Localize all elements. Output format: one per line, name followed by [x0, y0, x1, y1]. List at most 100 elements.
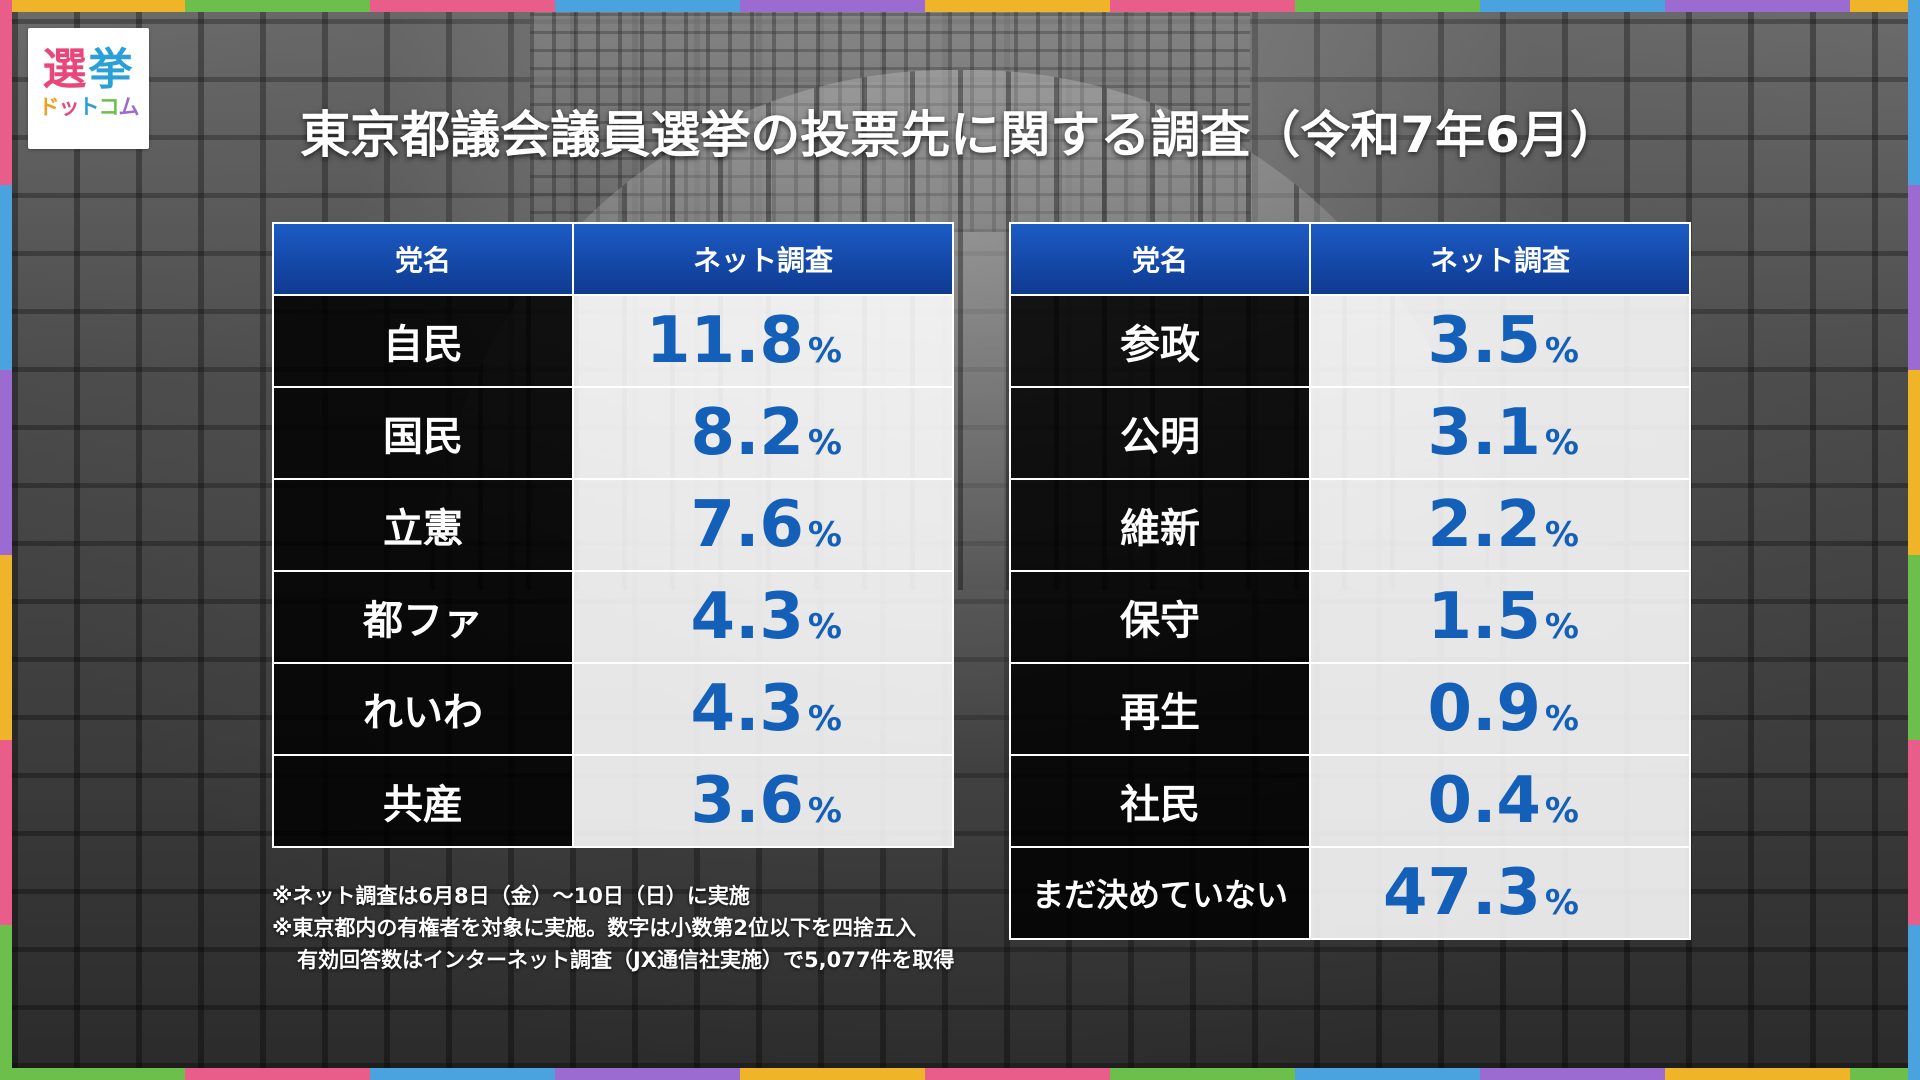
senkyo-dotcom-logo[interactable]: 選挙 ドットコム	[28, 28, 149, 149]
percent-sign: %	[1544, 515, 1579, 555]
survey-value: 2.2	[1427, 488, 1541, 562]
logo-subtext: ドットコム	[38, 95, 140, 119]
frame-segment	[0, 740, 12, 925]
survey-value: 3.5	[1427, 304, 1541, 378]
survey-value-cell: 7.6%	[572, 478, 954, 572]
table-row: 社民 0.4%	[1009, 754, 1691, 848]
survey-value: 4.3	[690, 672, 804, 746]
frame-segment	[1908, 555, 1920, 740]
frame-segment	[1850, 1068, 1920, 1080]
frame-segment	[925, 1068, 1110, 1080]
survey-value-cell: 4.3%	[572, 570, 954, 664]
survey-value-cell: 3.5%	[1309, 294, 1691, 388]
background-tower	[530, 12, 1250, 232]
table-header-row: 党名 ネット調査	[272, 222, 954, 296]
header-party: 党名	[272, 222, 574, 296]
frame-segment	[1908, 740, 1920, 925]
percent-sign: %	[807, 423, 842, 463]
frame-segment	[1908, 185, 1920, 370]
table-row: 都ファ 4.3%	[272, 570, 954, 664]
frame-segment	[1665, 1068, 1850, 1080]
survey-value: 3.1	[1427, 396, 1541, 470]
frame-segment	[0, 925, 12, 1080]
table-row: 保守 1.5%	[1009, 570, 1691, 664]
percent-sign: %	[807, 331, 842, 371]
table-row: 自民 11.8%	[272, 294, 954, 388]
table-row: 立憲 7.6%	[272, 478, 954, 572]
party-name: 維新	[1009, 478, 1311, 572]
percent-sign: %	[1544, 699, 1579, 739]
survey-value-cell: 0.4%	[1309, 754, 1691, 848]
table-header-row: 党名 ネット調査	[1009, 222, 1691, 296]
survey-value: 7.6	[690, 488, 804, 562]
footnotes: ※ネット調査は6月8日（金）〜10日（日）に実施 ※東京都内の有権者を対象に実施…	[272, 880, 954, 976]
footnote-1: ※ネット調査は6月8日（金）〜10日（日）に実施	[272, 884, 750, 908]
frame-segment	[370, 1068, 555, 1080]
table-row: 参政 3.5%	[1009, 294, 1691, 388]
frame-segment	[1295, 0, 1480, 12]
frame-segment	[555, 1068, 740, 1080]
frame-segment	[555, 0, 740, 12]
frame-segment	[740, 1068, 925, 1080]
percent-sign: %	[1544, 423, 1579, 463]
frame-segment	[1665, 0, 1850, 12]
header-party: 党名	[1009, 222, 1311, 296]
percent-sign: %	[1544, 791, 1579, 831]
percent-sign: %	[1544, 883, 1579, 923]
header-net-survey: ネット調査	[572, 222, 954, 296]
survey-value-cell: 1.5%	[1309, 570, 1691, 664]
table-row: 公明 3.1%	[1009, 386, 1691, 480]
survey-value-cell: 11.8%	[572, 294, 954, 388]
frame-segment	[1480, 0, 1665, 12]
frame-segment	[0, 185, 12, 370]
survey-value: 0.4	[1427, 764, 1541, 838]
frame-segment	[0, 0, 185, 12]
footnote-3: 有効回答数はインターネット調査（JX通信社実施）で5,077件を取得	[297, 948, 955, 972]
frame-segment	[185, 1068, 370, 1080]
survey-value: 11.8	[646, 304, 804, 378]
survey-value: 4.3	[690, 580, 804, 654]
survey-value: 3.6	[690, 764, 804, 838]
frame-segment	[1908, 370, 1920, 555]
party-name: 国民	[272, 386, 574, 480]
header-net-survey: ネット調査	[1309, 222, 1691, 296]
percent-sign: %	[1544, 607, 1579, 647]
frame-segment	[740, 0, 925, 12]
survey-value-cell: 4.3%	[572, 662, 954, 756]
survey-value-cell: 2.2%	[1309, 478, 1691, 572]
party-name: 都ファ	[272, 570, 574, 664]
footnote-2: ※東京都内の有権者を対象に実施。数字は小数第2位以下を四捨五入	[272, 916, 917, 940]
frame-segment	[1480, 1068, 1665, 1080]
party-name: 共産	[272, 754, 574, 848]
frame-segment	[1850, 0, 1920, 12]
party-name: 公明	[1009, 386, 1311, 480]
party-name: 参政	[1009, 294, 1311, 388]
table-row: 維新 2.2%	[1009, 478, 1691, 572]
table-row: 共産 3.6%	[272, 754, 954, 848]
frame-segment	[1908, 925, 1920, 1080]
party-name: 再生	[1009, 662, 1311, 756]
poll-table-right: 党名 ネット調査 参政 3.5% 公明 3.1% 維新 2.2% 保守 1.5% 再生 0.9% 社…	[1009, 222, 1691, 940]
survey-value-cell: 0.9%	[1309, 662, 1691, 756]
frame-segment	[0, 1068, 185, 1080]
survey-value-cell: 3.6%	[572, 754, 954, 848]
frame-segment	[370, 0, 555, 12]
table-row: 国民 8.2%	[272, 386, 954, 480]
survey-value: 1.5	[1427, 580, 1541, 654]
percent-sign: %	[807, 699, 842, 739]
frame-segment	[1110, 0, 1295, 12]
frame-segment	[0, 555, 12, 740]
percent-sign: %	[807, 791, 842, 831]
survey-value-cell: 3.1%	[1309, 386, 1691, 480]
percent-sign: %	[807, 607, 842, 647]
frame-segment	[0, 370, 12, 555]
frame-segment	[1110, 1068, 1295, 1080]
survey-value: 47.3	[1383, 856, 1541, 930]
party-name: 自民	[272, 294, 574, 388]
table-row: 再生 0.9%	[1009, 662, 1691, 756]
party-name: 保守	[1009, 570, 1311, 664]
survey-value: 0.9	[1427, 672, 1541, 746]
table-row: まだ決めていない 47.3%	[1009, 846, 1691, 940]
survey-value-cell: 47.3%	[1309, 846, 1691, 940]
frame-segment	[1295, 1068, 1480, 1080]
